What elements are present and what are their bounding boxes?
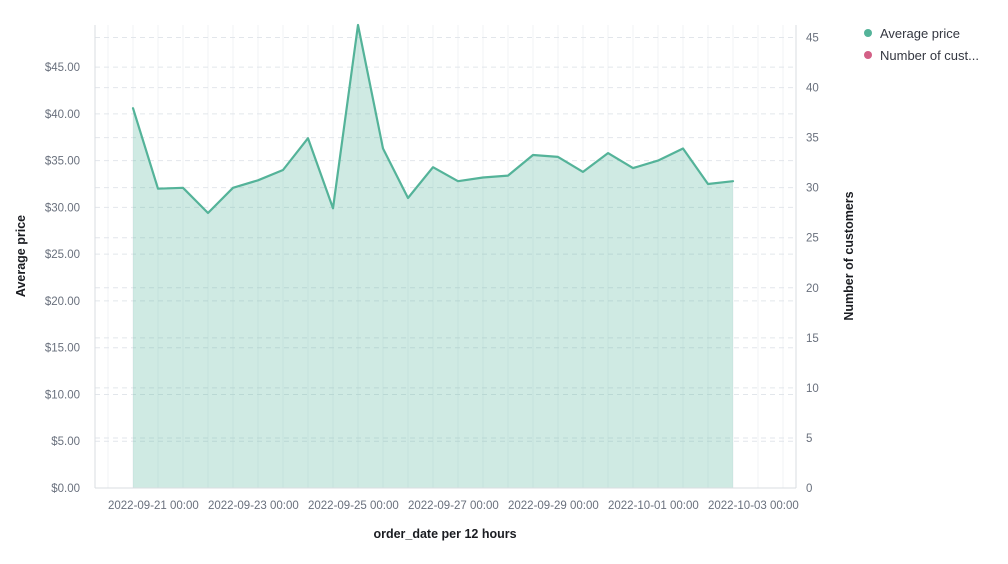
x-axis-tick-label: 2022-09-23 00:00 bbox=[208, 500, 299, 512]
left-axis-title: Average price bbox=[14, 214, 28, 298]
left-axis-tick-label: $20.00 bbox=[45, 296, 80, 308]
x-axis-tick-label: 2022-09-21 00:00 bbox=[108, 500, 199, 512]
legend-item[interactable]: Number of cust... bbox=[864, 45, 979, 65]
left-axis-tick-label: $45.00 bbox=[45, 62, 80, 74]
legend: Average price Number of cust... bbox=[864, 23, 979, 65]
left-axis-tick-label: $25.00 bbox=[45, 249, 80, 261]
right-axis-tick-label: 25 bbox=[806, 233, 819, 245]
right-axis-tick-label: 30 bbox=[806, 183, 819, 195]
left-axis-tick-label: $35.00 bbox=[45, 156, 80, 168]
right-axis-tick-label: 45 bbox=[806, 33, 819, 45]
left-axis-tick-label: $0.00 bbox=[51, 483, 80, 495]
left-axis-tick-label: $30.00 bbox=[45, 202, 80, 214]
right-axis-tick-label: 40 bbox=[806, 83, 819, 95]
right-axis-tick-label: 35 bbox=[806, 133, 819, 145]
average-price-area bbox=[133, 25, 733, 488]
right-axis-tick-label: 15 bbox=[806, 333, 819, 345]
x-axis-tick-label: 2022-09-25 00:00 bbox=[308, 500, 399, 512]
x-axis-title: order_date per 12 hours bbox=[373, 527, 517, 541]
x-axis-tick-label: 2022-09-29 00:00 bbox=[508, 500, 599, 512]
right-axis-tick-label: 20 bbox=[806, 283, 819, 295]
right-axis-tick-label: 0 bbox=[806, 483, 812, 495]
average-price-line bbox=[131, 23, 735, 215]
left-axis-tick-label: $40.00 bbox=[45, 109, 80, 121]
left-axis-tick-label: $15.00 bbox=[45, 343, 80, 355]
right-axis-tick-label: 5 bbox=[806, 433, 812, 445]
left-axis-tick-label: $10.00 bbox=[45, 389, 80, 401]
x-axis-tick-label: 2022-09-27 00:00 bbox=[408, 500, 499, 512]
legend-series-dot-icon bbox=[864, 51, 872, 59]
x-axis-tick-label: 2022-10-03 00:00 bbox=[708, 500, 799, 512]
right-axis-tick-label: 10 bbox=[806, 383, 819, 395]
legend-item-label: Number of cust... bbox=[880, 47, 979, 63]
x-axis-tick-label: 2022-10-01 00:00 bbox=[608, 500, 699, 512]
legend-item-label: Average price bbox=[880, 25, 960, 41]
legend-item[interactable]: Average price bbox=[864, 23, 979, 43]
legend-series-dot-icon bbox=[864, 29, 872, 37]
left-axis-tick-label: $5.00 bbox=[51, 436, 80, 448]
right-axis-title: Number of customers bbox=[842, 191, 856, 321]
